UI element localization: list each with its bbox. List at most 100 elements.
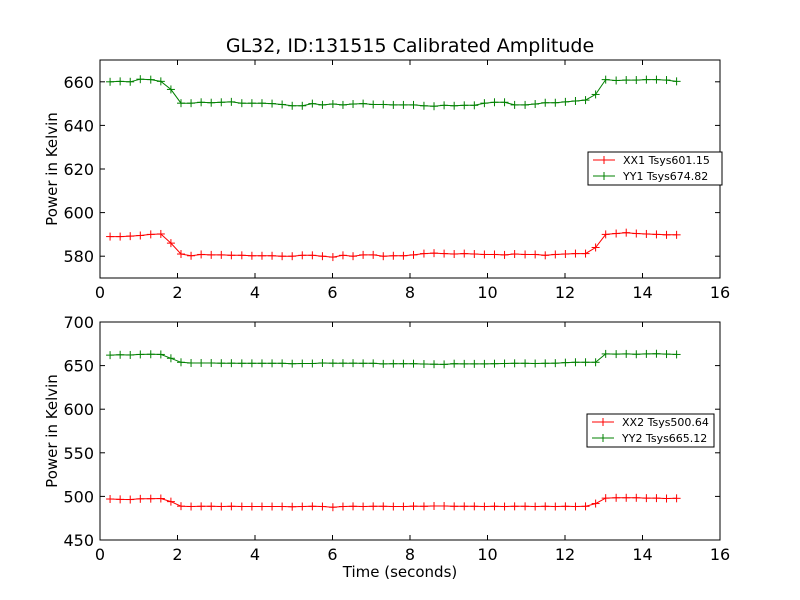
data-point	[521, 502, 530, 511]
data-point	[217, 250, 226, 259]
data-point	[298, 251, 307, 260]
data-point	[116, 495, 125, 504]
data-point	[430, 102, 439, 111]
data-point	[247, 359, 256, 368]
data-point	[156, 77, 165, 86]
data-point	[318, 358, 327, 367]
data-point	[106, 232, 115, 241]
data-point	[379, 252, 388, 261]
data-point	[551, 98, 560, 107]
data-point	[622, 349, 631, 358]
y-tick-label: 600	[63, 400, 94, 419]
data-point	[318, 252, 327, 261]
data-point	[379, 100, 388, 109]
data-point	[551, 250, 560, 259]
data-point	[278, 100, 287, 109]
data-point	[430, 501, 439, 510]
data-point	[308, 502, 317, 511]
data-point	[106, 77, 115, 86]
data-point	[379, 359, 388, 368]
data-point	[349, 252, 358, 261]
legend-box	[586, 413, 715, 448]
data-point	[349, 100, 358, 109]
figure-title: GL32, ID:131515 Calibrated Amplitude	[226, 35, 594, 57]
data-point	[430, 360, 439, 369]
data-point	[642, 494, 651, 503]
data-point	[389, 100, 398, 109]
data-point	[176, 358, 185, 367]
data-point	[409, 502, 418, 511]
data-point	[106, 351, 115, 360]
data-point	[166, 239, 175, 248]
data-point	[571, 249, 580, 258]
legend-box	[587, 151, 723, 186]
data-point	[601, 494, 610, 503]
data-point	[227, 97, 236, 106]
data-point	[207, 502, 216, 511]
data-point	[642, 349, 651, 358]
data-point	[369, 359, 378, 368]
data-point	[268, 502, 277, 511]
series-yy2	[106, 349, 681, 369]
y-tick-label: 620	[63, 160, 94, 179]
data-point	[146, 230, 155, 239]
data-point	[268, 359, 277, 368]
data-point	[652, 230, 661, 239]
legend-item: YY2 Tsys665.12	[592, 432, 707, 445]
data-point	[176, 99, 185, 108]
data-point	[500, 359, 509, 368]
data-point	[207, 250, 216, 259]
data-point	[278, 502, 287, 511]
data-point	[338, 100, 347, 109]
data-point	[268, 99, 277, 108]
x-tick-label: 8	[405, 283, 415, 302]
data-point	[460, 249, 469, 258]
data-point	[298, 502, 307, 511]
data-point	[500, 98, 509, 107]
x-tick-label: 2	[172, 545, 182, 564]
data-point	[197, 358, 206, 367]
x-tick-label: 16	[710, 545, 730, 564]
data-point	[450, 101, 459, 110]
data-point	[601, 349, 610, 358]
data-point	[521, 359, 530, 368]
legend-item: XX2 Tsys500.64	[592, 416, 709, 429]
data-point	[278, 359, 287, 368]
data-point	[257, 359, 266, 368]
bottom-y-axis-label: Power in Kelvin	[43, 374, 61, 488]
data-point	[349, 502, 358, 511]
data-point	[450, 250, 459, 259]
data-point	[571, 96, 580, 105]
data-point	[450, 359, 459, 368]
data-point	[419, 360, 428, 369]
x-tick-label: 12	[555, 283, 575, 302]
data-point	[247, 251, 256, 260]
data-point	[227, 251, 236, 260]
data-point	[237, 359, 246, 368]
data-point	[591, 90, 600, 99]
data-point	[359, 502, 368, 511]
x-tick-label: 10	[477, 545, 497, 564]
top-chart-panel: 0 2 4 6 8 10 12 14 16 580 600 620 640 660 Power in Kel…	[43, 59, 730, 302]
data-point	[480, 99, 489, 108]
data-point	[601, 230, 610, 239]
data-point	[187, 99, 196, 108]
data-point	[399, 100, 408, 109]
data-point	[318, 100, 327, 109]
data-point	[116, 350, 125, 359]
data-point	[146, 75, 155, 84]
legend-label: YY1 Tsys674.82	[622, 170, 708, 183]
data-point	[308, 251, 317, 260]
data-point	[227, 502, 236, 511]
data-point	[612, 493, 621, 502]
data-point	[369, 250, 378, 259]
data-point	[359, 359, 368, 368]
data-point	[500, 250, 509, 259]
data-point	[612, 229, 621, 238]
data-point	[581, 502, 590, 511]
data-point	[338, 251, 347, 260]
data-point	[136, 75, 145, 84]
data-point	[187, 358, 196, 367]
x-tick-label: 0	[95, 545, 105, 564]
